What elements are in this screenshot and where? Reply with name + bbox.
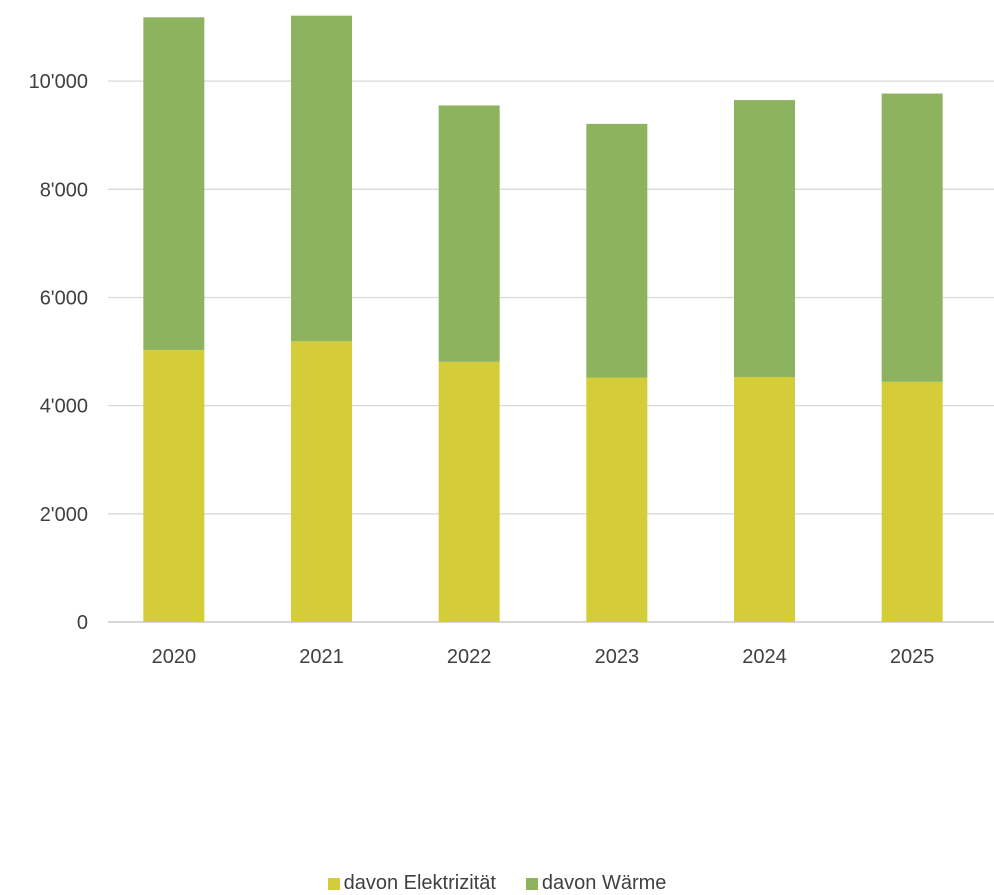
y-tick-label: 10'000 xyxy=(29,71,88,93)
bar-heat-2021 xyxy=(291,15,352,342)
x-tick-label: 2024 xyxy=(742,646,787,668)
bar-electricity-2022 xyxy=(438,361,500,622)
x-tick-label: 2022 xyxy=(447,646,492,668)
y-tick-label: 6'000 xyxy=(40,287,88,309)
y-axis-ticks: 0 2'000 4'000 6'000 8'000 10'000 xyxy=(29,71,88,634)
bar-electricity-2023 xyxy=(586,377,648,622)
legend-label-heat: davon Wärme xyxy=(541,872,667,894)
legend-label-electricity: davon Elektrizität xyxy=(343,872,496,894)
x-axis-ticks: 2020 2021 2022 2023 2024 2025 xyxy=(152,646,935,668)
bar-heat-2022 xyxy=(438,105,500,362)
bar-electricity-2025 xyxy=(881,381,943,622)
y-tick-label: 2'000 xyxy=(40,504,88,526)
bar-electricity-2020 xyxy=(143,349,205,622)
legend-item-heat: davon Wärme xyxy=(525,872,667,895)
bar-heat-2024 xyxy=(734,100,795,377)
bar-electricity-2021 xyxy=(291,341,352,622)
stacked-bar-chart: 0 2'000 4'000 6'000 8'000 10'000 2020 2021 2022… xyxy=(29,15,994,668)
bar-heat-2023 xyxy=(586,123,648,378)
x-tick-label: 2023 xyxy=(595,646,640,668)
gridlines xyxy=(108,80,994,623)
legend-item-electricity: davon Elektrizität xyxy=(327,872,496,895)
bars xyxy=(143,15,943,622)
x-tick-label: 2021 xyxy=(299,646,344,668)
y-tick-label: 4'000 xyxy=(40,396,88,418)
legend-swatch-electricity xyxy=(327,877,340,890)
bar-electricity-2024 xyxy=(734,376,795,622)
bar-heat-2025 xyxy=(881,93,943,382)
legend: davon Elektrizität davon Wärme xyxy=(0,872,994,895)
bar-heat-2020 xyxy=(143,17,205,350)
x-tick-label: 2020 xyxy=(152,646,197,668)
y-tick-label: 0 xyxy=(77,612,88,634)
x-tick-label: 2025 xyxy=(890,646,935,668)
y-tick-label: 8'000 xyxy=(40,179,88,201)
legend-swatch-heat xyxy=(525,877,538,890)
